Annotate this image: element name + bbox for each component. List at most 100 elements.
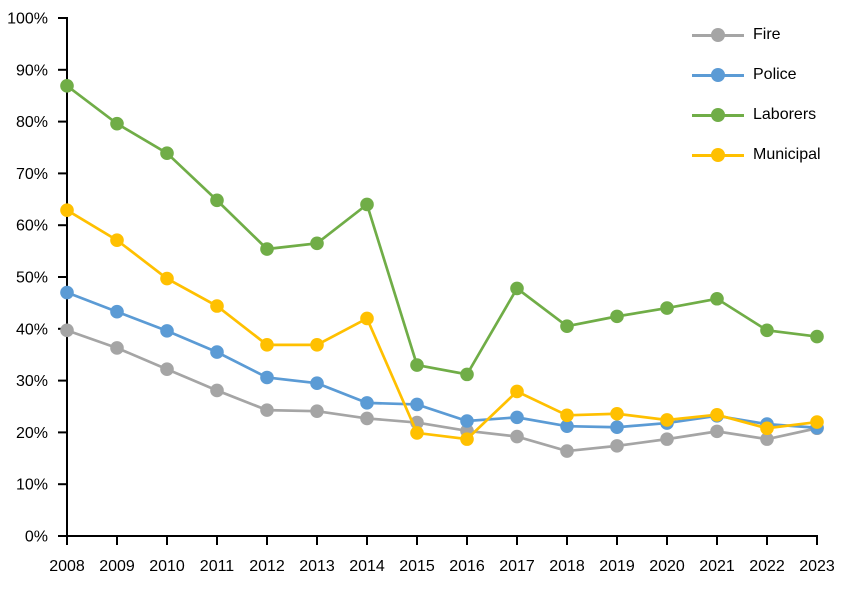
data-point-laborers-2019 <box>610 309 624 324</box>
legend-line-swatch <box>692 68 744 82</box>
x-axis-tick-label: 2017 <box>499 558 535 575</box>
data-point-municipal-2012 <box>260 338 274 352</box>
data-point-fire-2019 <box>610 439 624 453</box>
y-axis-tick-label: 70% <box>16 166 48 183</box>
data-point-laborers-2020 <box>660 301 674 315</box>
legend-item-fire: Fire <box>692 15 821 55</box>
y-axis-tick-label: 90% <box>16 62 48 79</box>
data-point-police-2008 <box>60 285 74 300</box>
legend-marker-dot <box>711 108 725 122</box>
x-axis-tick-label: 2009 <box>99 558 135 575</box>
data-point-police-2016 <box>460 414 474 428</box>
data-point-laborers-2021 <box>710 291 724 306</box>
data-point-municipal-2008 <box>60 203 74 217</box>
data-point-laborers-2011 <box>210 193 224 208</box>
legend-line-swatch <box>692 148 744 162</box>
x-axis-tick-label: 2018 <box>549 558 585 575</box>
data-point-municipal-2013 <box>310 338 324 352</box>
data-point-laborers-2023 <box>810 329 824 344</box>
data-point-fire-2022 <box>760 432 774 446</box>
data-point-laborers-2012 <box>260 242 274 256</box>
data-point-fire-2021 <box>710 424 724 439</box>
legend-item-laborers: Laborers <box>692 95 821 135</box>
data-point-fire-2020 <box>660 432 674 446</box>
data-point-laborers-2015 <box>410 358 424 372</box>
data-point-police-2012 <box>260 370 274 385</box>
data-point-laborers-2009 <box>110 116 124 131</box>
y-axis-tick-label: 10% <box>16 477 48 494</box>
x-axis-tick-label: 2023 <box>799 558 835 575</box>
data-point-police-2011 <box>210 345 224 359</box>
series-line-laborers <box>66 84 818 376</box>
legend-marker-dot <box>711 28 725 42</box>
legend-label: Municipal <box>753 146 821 163</box>
data-point-municipal-2015 <box>410 426 424 440</box>
y-axis-tick-label: 20% <box>16 425 48 442</box>
data-point-fire-2010 <box>160 362 174 377</box>
y-axis-tick-label: 50% <box>16 270 48 287</box>
data-point-police-2010 <box>160 324 174 338</box>
data-point-municipal-2009 <box>110 233 124 248</box>
data-point-municipal-2011 <box>210 299 224 313</box>
x-axis-tick-label: 2021 <box>699 558 735 575</box>
data-point-laborers-2014 <box>360 197 374 212</box>
data-point-police-2014 <box>360 396 374 410</box>
data-point-laborers-2017 <box>510 281 524 296</box>
data-point-police-2017 <box>510 410 524 425</box>
legend-line-swatch <box>692 108 744 122</box>
data-point-municipal-2022 <box>760 421 774 436</box>
y-axis-tick-label: 80% <box>16 114 48 131</box>
y-axis-tick-label: 60% <box>16 218 48 235</box>
series-line-fire <box>66 329 818 453</box>
legend-item-police: Police <box>692 55 821 95</box>
legend-marker-dot <box>711 68 725 82</box>
data-point-laborers-2018 <box>560 319 574 334</box>
data-point-laborers-2022 <box>760 323 774 338</box>
legend-item-municipal: Municipal <box>692 135 821 175</box>
data-point-municipal-2021 <box>710 407 724 422</box>
data-point-police-2015 <box>410 397 424 412</box>
data-point-fire-2012 <box>260 403 274 417</box>
data-point-municipal-2017 <box>510 384 524 399</box>
legend-marker-dot <box>711 148 725 162</box>
data-point-fire-2009 <box>110 341 124 355</box>
data-point-police-2013 <box>310 376 324 390</box>
data-point-municipal-2020 <box>660 413 674 427</box>
x-axis-tick-label: 2020 <box>649 558 685 575</box>
y-axis-tick-label: 100% <box>7 11 48 28</box>
data-point-laborers-2008 <box>60 79 74 93</box>
x-axis-tick-label: 2016 <box>449 558 485 575</box>
x-axis-tick-label: 2019 <box>599 558 635 575</box>
data-point-municipal-2014 <box>360 311 374 326</box>
x-axis-tick-label: 2022 <box>749 558 785 575</box>
x-axis-tick-label: 2012 <box>249 558 285 575</box>
data-point-municipal-2010 <box>160 271 174 286</box>
y-axis-tick-label: 0% <box>25 529 48 546</box>
data-point-laborers-2013 <box>310 236 324 251</box>
data-point-fire-2013 <box>310 404 324 418</box>
data-point-municipal-2019 <box>610 406 624 421</box>
legend-line-swatch <box>692 28 744 42</box>
series-line-police <box>66 291 818 430</box>
series-line-municipal <box>66 209 818 441</box>
x-axis-tick-label: 2015 <box>399 558 435 575</box>
data-point-municipal-2016 <box>460 432 474 446</box>
data-point-fire-2008 <box>60 323 74 338</box>
data-point-fire-2017 <box>510 429 524 444</box>
x-axis-tick-label: 2013 <box>299 558 335 575</box>
x-axis-tick-label: 2010 <box>149 558 185 575</box>
data-point-laborers-2016 <box>460 367 474 382</box>
y-axis-tick-label: 30% <box>16 373 48 390</box>
y-axis-tick-label: 40% <box>16 321 48 338</box>
legend-label: Laborers <box>753 106 817 123</box>
x-axis-tick-label: 2014 <box>349 558 385 575</box>
data-point-police-2009 <box>110 304 124 319</box>
data-point-laborers-2010 <box>160 146 174 160</box>
x-axis-tick-label: 2008 <box>49 558 85 575</box>
legend-label: Police <box>753 66 797 83</box>
chart-legend: Fire Police Laborers Municipal <box>692 15 821 175</box>
data-point-police-2018 <box>560 419 574 433</box>
data-point-municipal-2018 <box>560 408 574 423</box>
